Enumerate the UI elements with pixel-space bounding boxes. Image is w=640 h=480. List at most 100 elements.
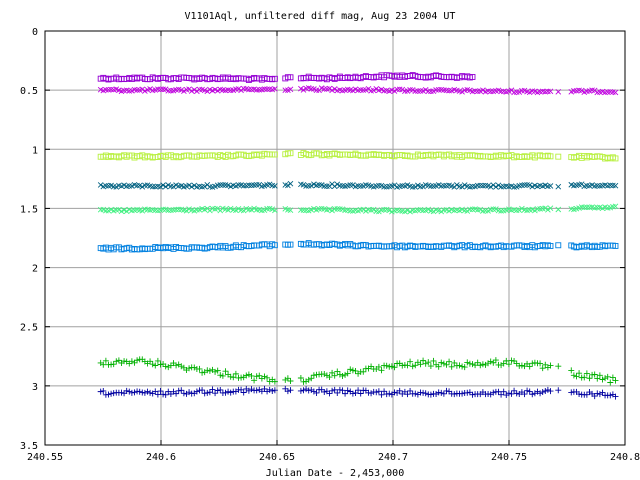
data-point <box>287 241 294 248</box>
data-point <box>420 207 426 214</box>
data-point <box>339 387 346 394</box>
data-point <box>381 183 387 190</box>
data-point <box>321 86 328 92</box>
data-point <box>516 362 523 369</box>
data-point <box>344 387 351 394</box>
data-point <box>490 182 497 188</box>
data-point <box>123 208 130 215</box>
data-point <box>609 374 616 381</box>
data-point <box>287 74 294 81</box>
data-point <box>381 388 388 395</box>
data-point <box>409 184 416 190</box>
data-point <box>266 386 273 393</box>
data-point <box>464 208 471 214</box>
data-point <box>287 180 294 187</box>
data-point <box>97 206 104 213</box>
data-point <box>428 183 434 189</box>
data-point <box>440 390 447 397</box>
data-point <box>214 205 221 212</box>
data-point <box>220 182 226 188</box>
data-point <box>235 86 242 92</box>
data-point <box>537 390 544 397</box>
data-point <box>532 207 538 214</box>
data-point <box>417 88 424 94</box>
data-point <box>386 207 393 214</box>
data-point <box>271 151 278 158</box>
x-tick-label: 240.55 <box>27 452 63 463</box>
data-point <box>121 358 128 365</box>
data-point <box>555 363 562 370</box>
data-point <box>240 389 247 396</box>
data-points <box>97 72 619 400</box>
data-point <box>573 373 580 380</box>
data-point <box>576 391 583 398</box>
data-point <box>376 208 382 215</box>
data-point <box>459 390 466 397</box>
data-point <box>407 387 414 394</box>
data-point <box>479 361 486 368</box>
data-point <box>186 86 192 93</box>
data-point <box>256 372 263 379</box>
data-point <box>422 390 429 397</box>
data-point <box>253 373 260 380</box>
data-point <box>493 184 499 190</box>
data-point <box>518 362 525 369</box>
data-point <box>547 243 554 249</box>
data-point <box>438 359 445 366</box>
data-point <box>545 207 551 213</box>
data-point <box>443 387 450 394</box>
data-point <box>474 182 481 189</box>
data-point <box>420 183 426 190</box>
data-point <box>526 182 533 188</box>
data-point <box>204 88 211 95</box>
data-point <box>100 361 107 368</box>
data-point <box>526 363 533 370</box>
data-point <box>303 378 310 385</box>
data-point <box>264 86 270 93</box>
data-point <box>131 389 138 396</box>
data-point <box>422 86 429 93</box>
data-point <box>175 206 182 213</box>
data-point <box>446 87 452 94</box>
data-point <box>599 376 606 383</box>
data-point <box>487 88 494 95</box>
data-point <box>472 362 479 369</box>
data-point <box>454 182 460 188</box>
data-point <box>297 374 304 381</box>
data-point <box>420 357 427 364</box>
data-point <box>157 361 164 368</box>
data-point <box>583 370 590 377</box>
data-point <box>131 359 138 366</box>
data-point <box>152 362 159 369</box>
data-point <box>555 387 562 394</box>
data-point <box>360 368 367 375</box>
y-tick-label: 1 <box>32 145 38 156</box>
data-point <box>490 359 497 366</box>
data-point <box>155 86 161 93</box>
data-point <box>531 390 538 397</box>
data-point <box>165 87 172 94</box>
data-point <box>144 388 151 395</box>
data-point <box>391 88 398 94</box>
data-point <box>147 86 153 92</box>
data-point <box>329 87 335 94</box>
data-point <box>284 388 291 395</box>
data-point <box>381 206 387 213</box>
data-point <box>147 389 154 396</box>
data-point <box>612 393 619 400</box>
data-point <box>160 86 166 93</box>
data-point <box>128 389 135 396</box>
data-point <box>357 390 364 397</box>
data-point <box>591 371 598 378</box>
data-point <box>596 391 603 398</box>
data-point <box>505 390 512 397</box>
data-point <box>261 385 268 392</box>
plot-frame <box>44 30 626 446</box>
data-point <box>594 390 601 397</box>
data-point <box>487 183 494 190</box>
data-point <box>469 361 476 368</box>
data-point <box>368 363 375 370</box>
data-point <box>272 207 278 214</box>
data-point <box>331 206 338 212</box>
